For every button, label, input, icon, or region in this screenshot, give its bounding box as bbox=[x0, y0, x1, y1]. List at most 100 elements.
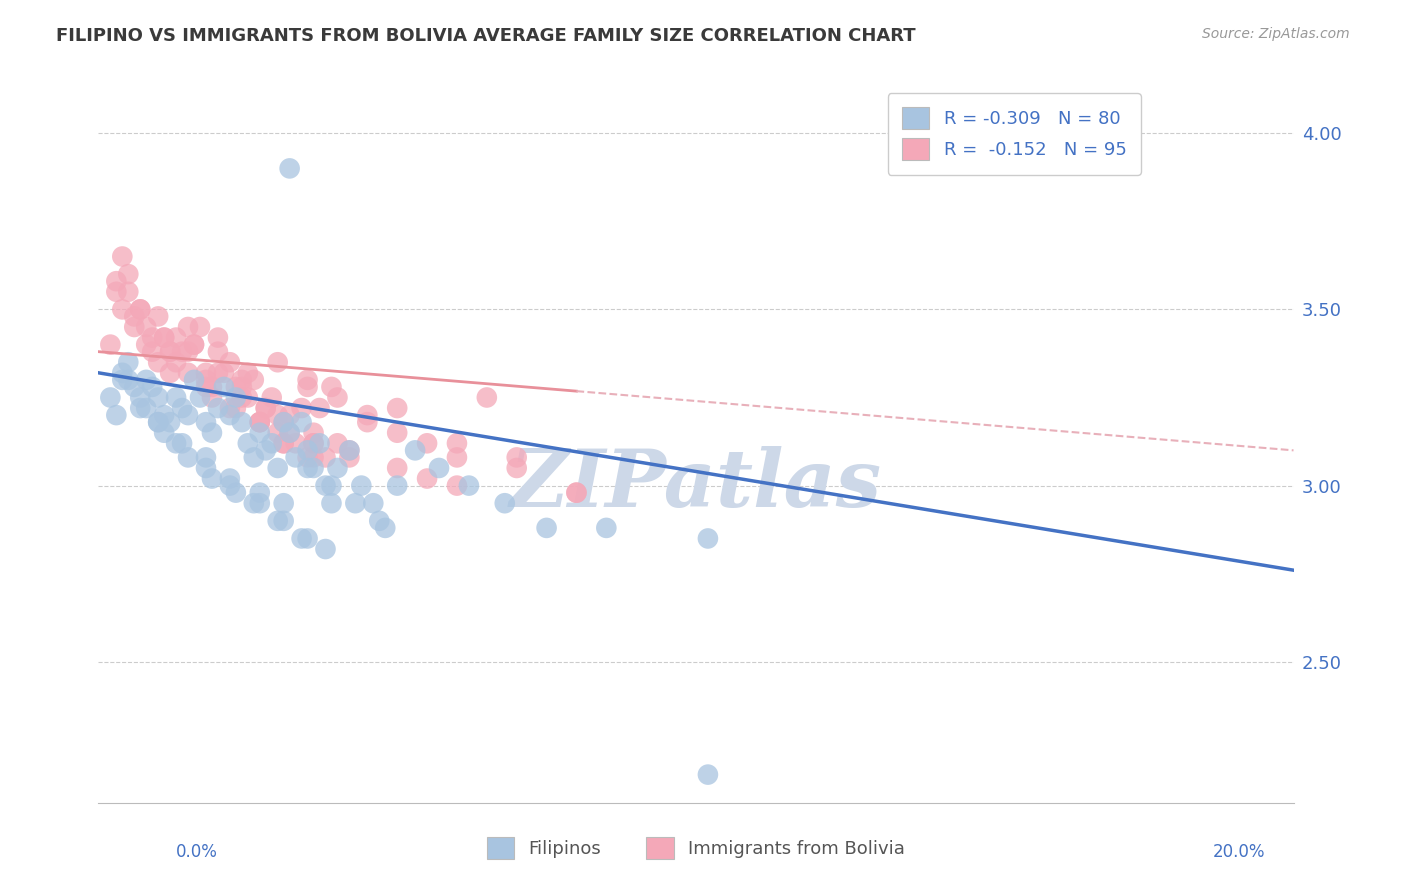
Point bbox=[141, 380, 163, 394]
Point bbox=[273, 496, 295, 510]
Point bbox=[195, 380, 218, 394]
Point bbox=[697, 532, 720, 546]
Point bbox=[148, 415, 170, 429]
Point bbox=[416, 436, 439, 450]
Point bbox=[249, 415, 271, 429]
Point bbox=[308, 436, 330, 450]
Point bbox=[273, 436, 295, 450]
Point bbox=[339, 450, 361, 465]
Point bbox=[506, 461, 529, 475]
Point bbox=[297, 373, 319, 387]
Point bbox=[219, 478, 242, 492]
Point bbox=[243, 450, 266, 465]
Point bbox=[177, 408, 200, 422]
Point bbox=[374, 521, 396, 535]
Point bbox=[363, 496, 385, 510]
Point bbox=[284, 436, 307, 450]
Point bbox=[249, 485, 271, 500]
Point bbox=[135, 373, 157, 387]
Point bbox=[565, 485, 588, 500]
Point bbox=[225, 485, 247, 500]
Point bbox=[494, 496, 516, 510]
Point bbox=[105, 274, 128, 288]
Point bbox=[212, 366, 235, 380]
Text: Source: ZipAtlas.com: Source: ZipAtlas.com bbox=[1202, 27, 1350, 41]
Point bbox=[117, 267, 139, 281]
Point bbox=[225, 401, 247, 415]
Point bbox=[297, 450, 319, 465]
Point bbox=[165, 355, 187, 369]
Point bbox=[321, 496, 343, 510]
Point bbox=[159, 366, 181, 380]
Point bbox=[172, 344, 194, 359]
Point bbox=[297, 461, 319, 475]
Point bbox=[344, 496, 367, 510]
Point bbox=[105, 408, 128, 422]
Point bbox=[207, 330, 229, 344]
Point bbox=[308, 401, 330, 415]
Point bbox=[254, 401, 277, 415]
Point bbox=[183, 337, 205, 351]
Point bbox=[135, 320, 157, 334]
Point bbox=[201, 471, 224, 485]
Point bbox=[385, 461, 409, 475]
Point bbox=[321, 478, 343, 492]
Point bbox=[302, 450, 325, 465]
Point bbox=[111, 302, 134, 317]
Point bbox=[267, 408, 290, 422]
Point bbox=[385, 425, 409, 440]
Point bbox=[231, 415, 253, 429]
Point bbox=[117, 285, 139, 299]
Point bbox=[165, 330, 187, 344]
Point bbox=[105, 285, 128, 299]
Point bbox=[129, 302, 152, 317]
Point bbox=[697, 767, 720, 781]
Point bbox=[225, 380, 247, 394]
Point bbox=[231, 373, 253, 387]
Point bbox=[177, 344, 200, 359]
Point bbox=[267, 514, 290, 528]
Point bbox=[249, 415, 271, 429]
Point bbox=[536, 521, 558, 535]
Point bbox=[326, 391, 349, 405]
Point bbox=[385, 478, 409, 492]
Point bbox=[595, 521, 617, 535]
Point bbox=[254, 443, 277, 458]
Point bbox=[188, 320, 211, 334]
Point bbox=[207, 366, 229, 380]
Point bbox=[278, 408, 301, 422]
Text: ZIPatlas: ZIPatlas bbox=[510, 446, 882, 524]
Point bbox=[177, 320, 200, 334]
Point bbox=[326, 461, 349, 475]
Point bbox=[201, 391, 224, 405]
Point bbox=[236, 391, 259, 405]
Point bbox=[506, 450, 529, 465]
Point bbox=[165, 391, 187, 405]
Point bbox=[368, 514, 391, 528]
Point bbox=[291, 532, 314, 546]
Point bbox=[135, 401, 157, 415]
Point bbox=[350, 478, 373, 492]
Point bbox=[219, 471, 242, 485]
Point bbox=[124, 310, 146, 324]
Point bbox=[159, 344, 181, 359]
Point bbox=[207, 344, 229, 359]
Point bbox=[141, 344, 163, 359]
Point bbox=[129, 401, 152, 415]
Point bbox=[172, 436, 194, 450]
Point bbox=[339, 443, 361, 458]
Point bbox=[356, 415, 378, 429]
Point bbox=[153, 408, 176, 422]
Point bbox=[267, 461, 290, 475]
Point bbox=[302, 436, 325, 450]
Point bbox=[446, 478, 468, 492]
Point bbox=[231, 380, 253, 394]
Point bbox=[129, 391, 152, 405]
Text: FILIPINO VS IMMIGRANTS FROM BOLIVIA AVERAGE FAMILY SIZE CORRELATION CHART: FILIPINO VS IMMIGRANTS FROM BOLIVIA AVER… bbox=[56, 27, 915, 45]
Point bbox=[475, 391, 498, 405]
Point bbox=[148, 415, 170, 429]
Point bbox=[212, 380, 235, 394]
Point bbox=[129, 302, 152, 317]
Point bbox=[172, 401, 194, 415]
Point bbox=[273, 436, 295, 450]
